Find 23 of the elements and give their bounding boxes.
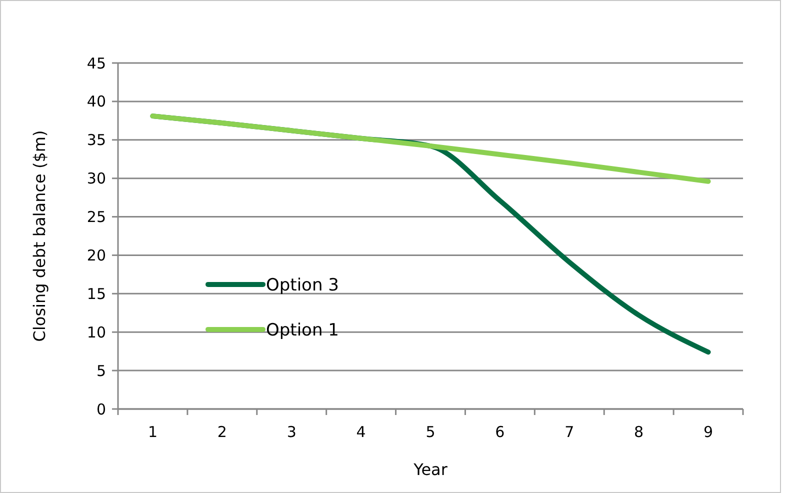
y-tick-label: 40 — [86, 92, 106, 111]
x-tick-label: 6 — [495, 423, 505, 441]
y-tick-label: 5 — [96, 362, 106, 380]
x-axis-title: Year — [412, 460, 448, 479]
y-tick-label: 30 — [86, 170, 106, 188]
y-tick-label: 0 — [96, 400, 106, 418]
x-tick-label: 5 — [426, 423, 436, 441]
x-tick-label: 8 — [634, 423, 644, 441]
x-tick-label: 4 — [356, 423, 366, 441]
x-tick-label: 7 — [564, 423, 574, 441]
x-tick-label: 3 — [286, 423, 296, 441]
y-axis-title: Closing debt balance ($m) — [30, 130, 49, 342]
y-tick-label: 15 — [86, 284, 106, 303]
x-tick-label: 2 — [217, 423, 227, 441]
y-tick-label: 45 — [86, 54, 106, 72]
x-tick-label: 1 — [148, 423, 158, 441]
y-tick-label: 10 — [86, 323, 106, 342]
legend-label: Option 3 — [266, 275, 339, 296]
y-tick-label: 35 — [86, 131, 106, 150]
y-tick-label: 25 — [86, 208, 106, 226]
legend-label: Option 1 — [266, 320, 339, 340]
x-tick-label: 9 — [704, 423, 714, 441]
y-tick-label: 20 — [86, 246, 106, 264]
